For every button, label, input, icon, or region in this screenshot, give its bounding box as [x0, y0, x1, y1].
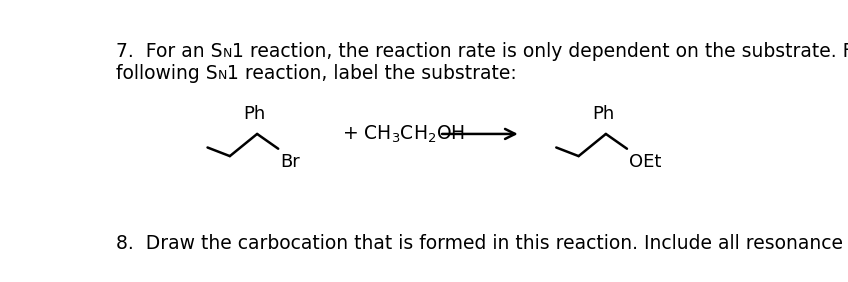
Text: Br: Br: [281, 153, 300, 171]
Text: 1 reaction, label the substrate:: 1 reaction, label the substrate:: [227, 64, 516, 83]
Text: + CH$_3$CH$_2$OH: + CH$_3$CH$_2$OH: [343, 123, 466, 145]
Text: Ph: Ph: [243, 105, 266, 123]
Text: following S: following S: [116, 64, 218, 83]
Text: 1 reaction, the reaction rate is only dependent on the substrate. For the: 1 reaction, the reaction rate is only de…: [232, 41, 848, 61]
Text: N: N: [222, 47, 232, 60]
Text: OEt: OEt: [629, 153, 661, 171]
Text: Ph: Ph: [593, 105, 615, 123]
Text: 7.  For an S: 7. For an S: [116, 41, 222, 61]
Text: N: N: [218, 69, 227, 82]
Text: 8.  Draw the carbocation that is formed in this reaction. Include all resonance : 8. Draw the carbocation that is formed i…: [116, 234, 848, 253]
